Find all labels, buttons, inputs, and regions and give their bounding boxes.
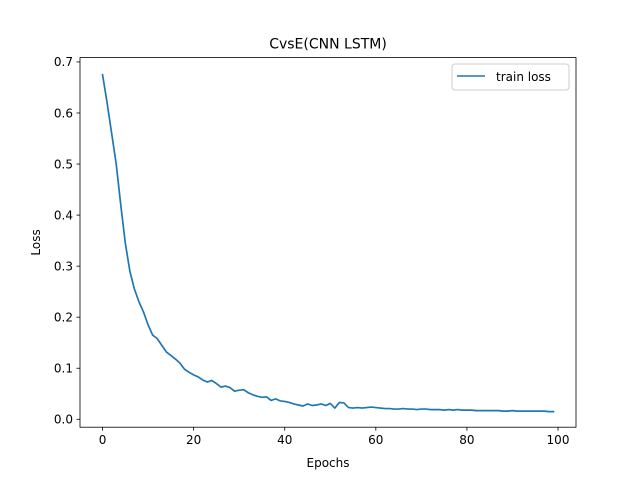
x-tick-label: 100 — [547, 433, 570, 447]
legend-box — [451, 63, 570, 91]
y-tick-label: 0.1 — [54, 362, 73, 376]
series-line-train-loss — [101, 73, 555, 413]
y-tick-label: 0.7 — [54, 55, 73, 69]
plot-layer — [101, 73, 555, 413]
y-tick-label: 0.5 — [54, 157, 73, 171]
y-tick-label: 0.6 — [54, 106, 73, 120]
x-axis-label: Epochs — [307, 456, 350, 470]
ticks-layer: 0 20 40 60 80 100 0.0 0.1 0.2 0.3 0.4 0.5 0.6 0.7 — [54, 55, 570, 447]
x-tick-label: 20 — [186, 433, 201, 447]
chart-title: CvsE(CNN LSTM) — [269, 37, 387, 53]
y-tick-label: 0.0 — [54, 413, 73, 427]
legend-label: train loss — [496, 70, 551, 84]
y-tick-label: 0.3 — [54, 259, 73, 273]
axes-frame — [79, 57, 577, 428]
x-tick-label: 0 — [99, 433, 107, 447]
y-axis-label: Loss — [29, 229, 43, 255]
x-tick-label: 40 — [277, 433, 292, 447]
x-tick-label: 80 — [459, 433, 474, 447]
y-tick-label: 0.4 — [54, 208, 73, 222]
x-tick-label: 60 — [368, 433, 383, 447]
legend: train loss — [451, 63, 570, 91]
y-tick-label: 0.2 — [54, 310, 73, 324]
